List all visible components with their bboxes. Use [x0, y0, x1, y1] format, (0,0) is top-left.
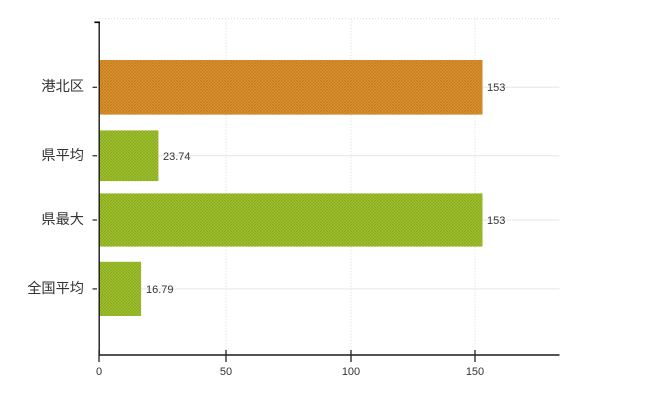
svg-text:50: 50 — [220, 366, 232, 378]
svg-text:23.74: 23.74 — [163, 151, 191, 163]
svg-text:0: 0 — [96, 366, 102, 378]
svg-text:県最大: 県最大 — [41, 212, 84, 228]
svg-text:全国平均: 全国平均 — [27, 280, 84, 297]
svg-text:港北区: 港北区 — [41, 79, 84, 95]
svg-text:県平均: 県平均 — [41, 148, 84, 164]
svg-text:153: 153 — [487, 82, 505, 94]
svg-text:150: 150 — [466, 366, 484, 378]
svg-text:153: 153 — [487, 215, 505, 227]
svg-text:100: 100 — [342, 366, 360, 378]
svg-text:16.79: 16.79 — [146, 284, 174, 296]
